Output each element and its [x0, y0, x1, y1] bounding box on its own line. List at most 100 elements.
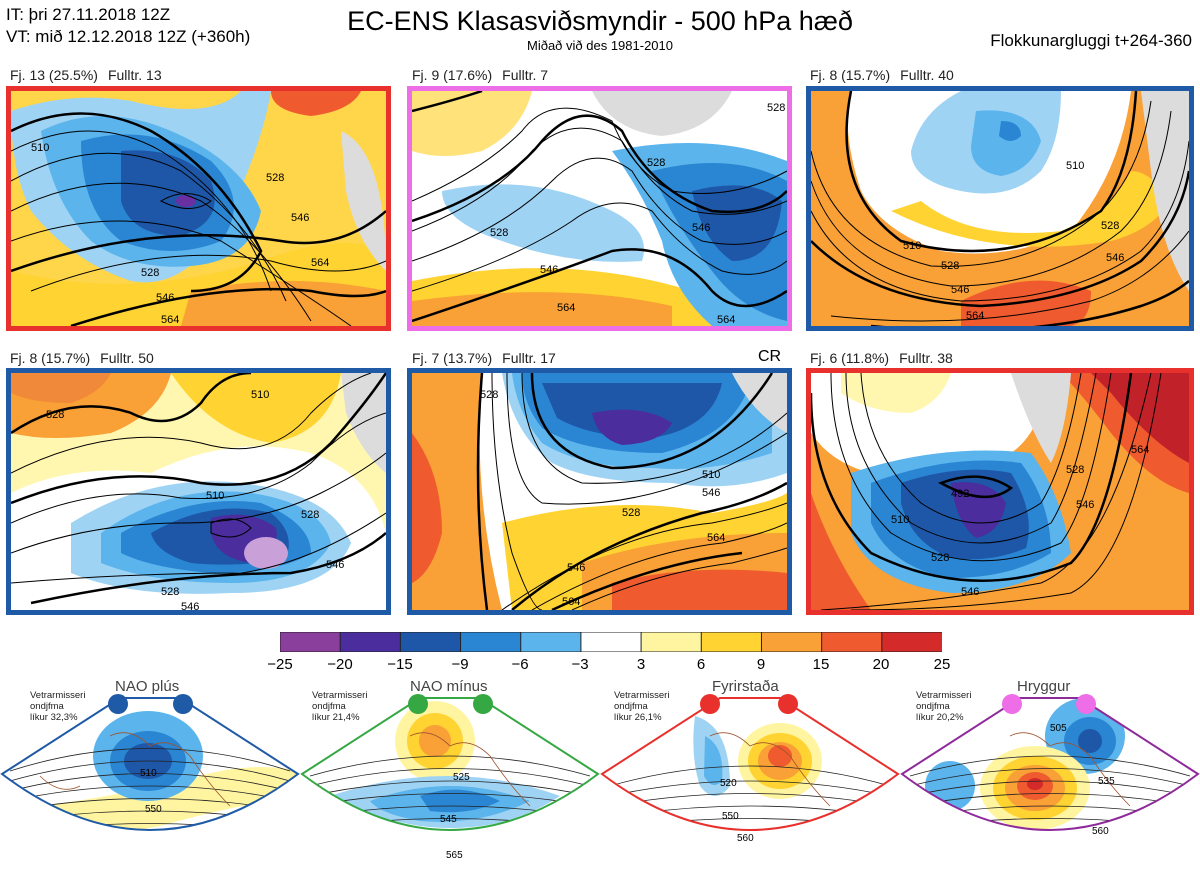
cluster-6-contour-label: 492 — [951, 488, 969, 500]
colorbar-tick: 3 — [636, 656, 646, 673]
cluster-4-label: Fj. 8 (15.7%) Fulltr. 50 — [10, 350, 164, 366]
colorbar-tick: 20 — [872, 656, 890, 673]
cluster-3-contour-label: 510 — [1066, 160, 1084, 172]
regime-info-line: líkur 21,4% — [312, 712, 360, 723]
cluster-3-contour-label: 528 — [941, 260, 959, 272]
regime-info-line: ondjfma — [614, 701, 648, 712]
regime-contour-label: 510 — [140, 768, 157, 779]
cluster-6-map: 492 510 528 546 564 528 546 — [806, 368, 1194, 615]
regime-contour-label: 520 — [720, 778, 737, 789]
regime-info-line: líkur 32,3% — [30, 712, 78, 723]
cluster-2-contour-label: 528 — [490, 227, 508, 239]
colorbar-tick: −25 — [267, 656, 293, 673]
cluster-6-contour-label: 528 — [1066, 464, 1084, 476]
regime-name: Hryggur — [1017, 678, 1071, 695]
cluster-3-contour-label: 546 — [1106, 252, 1124, 264]
regime-dot — [408, 694, 428, 714]
cluster-5-contour-label: 546 — [702, 487, 720, 499]
cluster-5-rep: Fulltr. 17 — [502, 350, 556, 366]
cluster-3-map: 510 510 528 546 564 546 528 — [806, 86, 1194, 331]
regime-ridge: Hryggur Vetrarmisseri ondjfma líkur 20,2… — [900, 676, 1200, 866]
cluster-1-contour-label: 510 — [31, 142, 49, 154]
regime-info-line: Vetrarmisseri — [312, 690, 368, 701]
cluster-1-contour-label: 528 — [141, 267, 159, 279]
classification-window: Flokkunargluggi t+264-360 — [990, 31, 1192, 50]
cluster-1-contour-label: 546 — [291, 212, 309, 224]
cluster-5-contour-label: 528 — [480, 389, 498, 401]
regime-dot — [778, 694, 798, 714]
regime-dot — [1002, 694, 1022, 714]
cluster-1-contour-label: 564 — [161, 314, 179, 326]
cluster-4-contour-label: 528 — [161, 586, 179, 598]
regime-info-line: líkur 20,2% — [916, 712, 964, 723]
regime-nao-plus: NAO plús Vetrarmisseri ondjfma líkur 32,… — [0, 676, 300, 866]
cluster-3-rep: Fulltr. 40 — [900, 67, 954, 83]
regime-contour-label: 550 — [145, 804, 162, 815]
cluster-6-contour-label: 546 — [961, 586, 979, 598]
cluster-3-contour-label: 510 — [903, 240, 921, 252]
colorbar — [279, 631, 944, 653]
regime-contour-label: 525 — [453, 772, 470, 783]
cluster-1-label: Fj. 13 (25.5%) Fulltr. 13 — [10, 67, 172, 83]
colorbar-swatch — [399, 631, 462, 653]
regime-dot — [1076, 694, 1096, 714]
cluster-2-label: Fj. 9 (17.6%) Fulltr. 7 — [412, 67, 558, 83]
cluster-3-label: Fj. 8 (15.7%) Fulltr. 40 — [810, 67, 964, 83]
regime-info-line: Vetrarmisseri — [916, 690, 972, 701]
regime-info: Vetrarmisseri ondjfma líkur 21,4% — [312, 690, 367, 723]
regime-contour-label: 550 — [722, 811, 739, 822]
page-subtitle: Miðað við des 1981-2010 — [527, 38, 673, 53]
cluster-5-contour-label: 528 — [622, 507, 640, 519]
regime-dot — [473, 694, 493, 714]
regime-nao-minus: NAO mínus Vetrarmisseri ondjfma líkur 21… — [300, 676, 600, 866]
cluster-6-contour-label: 528 — [931, 552, 949, 564]
cluster-2-contour-label: 564 — [717, 314, 735, 326]
cluster-4-contour-label: 528 — [301, 509, 319, 521]
regime-blocking: Fyrirstaða Vetrarmisseri ondjfma líkur 2… — [600, 676, 900, 866]
regime-info-line: Vetrarmisseri — [614, 690, 670, 701]
cluster-5-contour-label: 546 — [567, 562, 585, 574]
regime-info-line: ondjfma — [916, 701, 950, 712]
cluster-3-contour-label: 546 — [951, 284, 969, 296]
regime-contour-label: 560 — [1092, 826, 1109, 837]
colorbar-ticks: −25 −20 −15 −9 −6 −3 3 6 9 15 20 25 — [267, 656, 950, 676]
colorbar-swatch — [279, 631, 342, 653]
cluster-3-contour-label: 564 — [966, 310, 984, 322]
colorbar-swatch — [821, 631, 883, 653]
cluster-1-rep: Fulltr. 13 — [107, 67, 162, 83]
cluster-1-title: Fj. 13 (25.5%) — [10, 67, 98, 83]
cluster-2-contour-label: 528 — [647, 157, 665, 169]
cluster-2-contour-label: 546 — [692, 222, 710, 234]
run-info: IT: þri 27.11.2018 12Z VT: mið 12.12.201… — [6, 4, 250, 48]
cluster-6-label: Fj. 6 (11.8%) Fulltr. 38 — [810, 350, 963, 366]
cluster-4-rep: Fulltr. 50 — [100, 350, 154, 366]
colorbar-swatch — [520, 631, 582, 653]
regime-contour-label: 560 — [737, 833, 754, 844]
valid-time: VT: mið 12.12.2018 12Z (+360h) — [6, 27, 251, 46]
regime-name: Fyrirstaða — [712, 678, 779, 695]
colorbar-tick: 6 — [696, 656, 706, 673]
cluster-4-map: 528 510 510 528 546 528 546 — [6, 368, 391, 615]
cluster-1-contour-label: 528 — [266, 172, 284, 184]
regime-info: Vetrarmisseri ondjfma líkur 26,1% — [614, 690, 669, 723]
cluster-1-contour-label: 564 — [311, 257, 329, 269]
cr-tag: CR — [758, 348, 782, 365]
colorbar-swatch — [760, 631, 823, 653]
cluster-6-rep: Fulltr. 38 — [899, 350, 953, 366]
colorbar-swatch — [700, 631, 763, 653]
colorbar-swatches — [279, 631, 944, 653]
regime-info-line: líkur 26,1% — [614, 712, 662, 723]
colorbar-tick: 25 — [933, 656, 951, 673]
colorbar-tick: −9 — [451, 656, 469, 673]
colorbar-tick: 9 — [756, 656, 766, 673]
cluster-2-contour-label: 528 — [767, 102, 785, 114]
colorbar-tick: −3 — [571, 656, 589, 673]
regime-info-line: Vetrarmisseri — [30, 690, 86, 701]
cluster-2-contour-label: 564 — [557, 302, 575, 314]
cluster-4-contour-label: 546 — [326, 559, 344, 571]
cluster-4-title: Fj. 8 (15.7%) — [10, 350, 91, 366]
cluster-2-rep: Fulltr. 7 — [502, 67, 549, 83]
cluster-6-title: Fj. 6 (11.8%) — [810, 350, 890, 366]
colorbar-swatch — [640, 631, 703, 653]
regime-dot — [173, 694, 193, 714]
